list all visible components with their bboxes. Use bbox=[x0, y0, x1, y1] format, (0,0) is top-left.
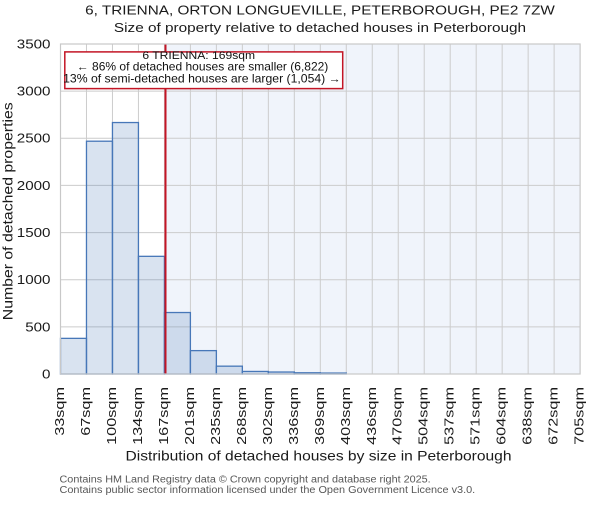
svg-text:403sqm: 403sqm bbox=[339, 387, 353, 445]
svg-text:604sqm: 604sqm bbox=[495, 387, 509, 445]
svg-text:134sqm: 134sqm bbox=[131, 387, 145, 445]
svg-text:Number of detached properties: Number of detached properties bbox=[1, 102, 17, 320]
svg-text:302sqm: 302sqm bbox=[261, 387, 275, 445]
svg-text:Size of property relative to d: Size of property relative to detached ho… bbox=[114, 21, 526, 36]
svg-text:705sqm: 705sqm bbox=[573, 387, 587, 445]
svg-text:Contains HM Land Registry data: Contains HM Land Registry data © Crown c… bbox=[60, 474, 431, 486]
svg-text:2000: 2000 bbox=[17, 178, 51, 192]
svg-text:336sqm: 336sqm bbox=[287, 387, 301, 445]
svg-text:13% of semi-detached houses ar: 13% of semi-detached houses are larger (… bbox=[63, 72, 341, 86]
svg-text:33sqm: 33sqm bbox=[53, 387, 67, 436]
svg-text:67sqm: 67sqm bbox=[79, 387, 93, 436]
svg-text:1500: 1500 bbox=[17, 225, 51, 239]
svg-text:100sqm: 100sqm bbox=[105, 387, 119, 445]
svg-text:167sqm: 167sqm bbox=[157, 387, 171, 445]
svg-text:← 86% of detached houses are s: ← 86% of detached houses are smaller (6,… bbox=[77, 61, 329, 74]
svg-text:369sqm: 369sqm bbox=[313, 387, 327, 445]
svg-text:436sqm: 436sqm bbox=[365, 387, 379, 445]
svg-text:201sqm: 201sqm bbox=[183, 387, 197, 445]
svg-text:3500: 3500 bbox=[17, 37, 51, 51]
svg-text:6, TRIENNA, ORTON LONGUEVILLE,: 6, TRIENNA, ORTON LONGUEVILLE, PETERBORO… bbox=[85, 3, 555, 18]
svg-text:638sqm: 638sqm bbox=[521, 387, 535, 445]
svg-text:268sqm: 268sqm bbox=[235, 387, 249, 445]
svg-text:0: 0 bbox=[42, 367, 51, 381]
svg-text:1000: 1000 bbox=[17, 272, 51, 286]
svg-text:672sqm: 672sqm bbox=[547, 387, 561, 445]
svg-text:537sqm: 537sqm bbox=[443, 387, 457, 445]
svg-text:6 TRIENNA: 169sqm: 6 TRIENNA: 169sqm bbox=[142, 48, 255, 62]
svg-text:Contains public sector informa: Contains public sector information licen… bbox=[60, 484, 476, 496]
svg-text:2500: 2500 bbox=[17, 131, 51, 145]
svg-text:571sqm: 571sqm bbox=[469, 387, 483, 445]
svg-text:Distribution of detached house: Distribution of detached houses by size … bbox=[126, 449, 512, 464]
svg-text:3000: 3000 bbox=[17, 84, 51, 98]
svg-text:235sqm: 235sqm bbox=[209, 387, 223, 445]
svg-text:504sqm: 504sqm bbox=[417, 387, 431, 445]
svg-text:470sqm: 470sqm bbox=[391, 387, 405, 445]
svg-text:500: 500 bbox=[25, 320, 51, 334]
